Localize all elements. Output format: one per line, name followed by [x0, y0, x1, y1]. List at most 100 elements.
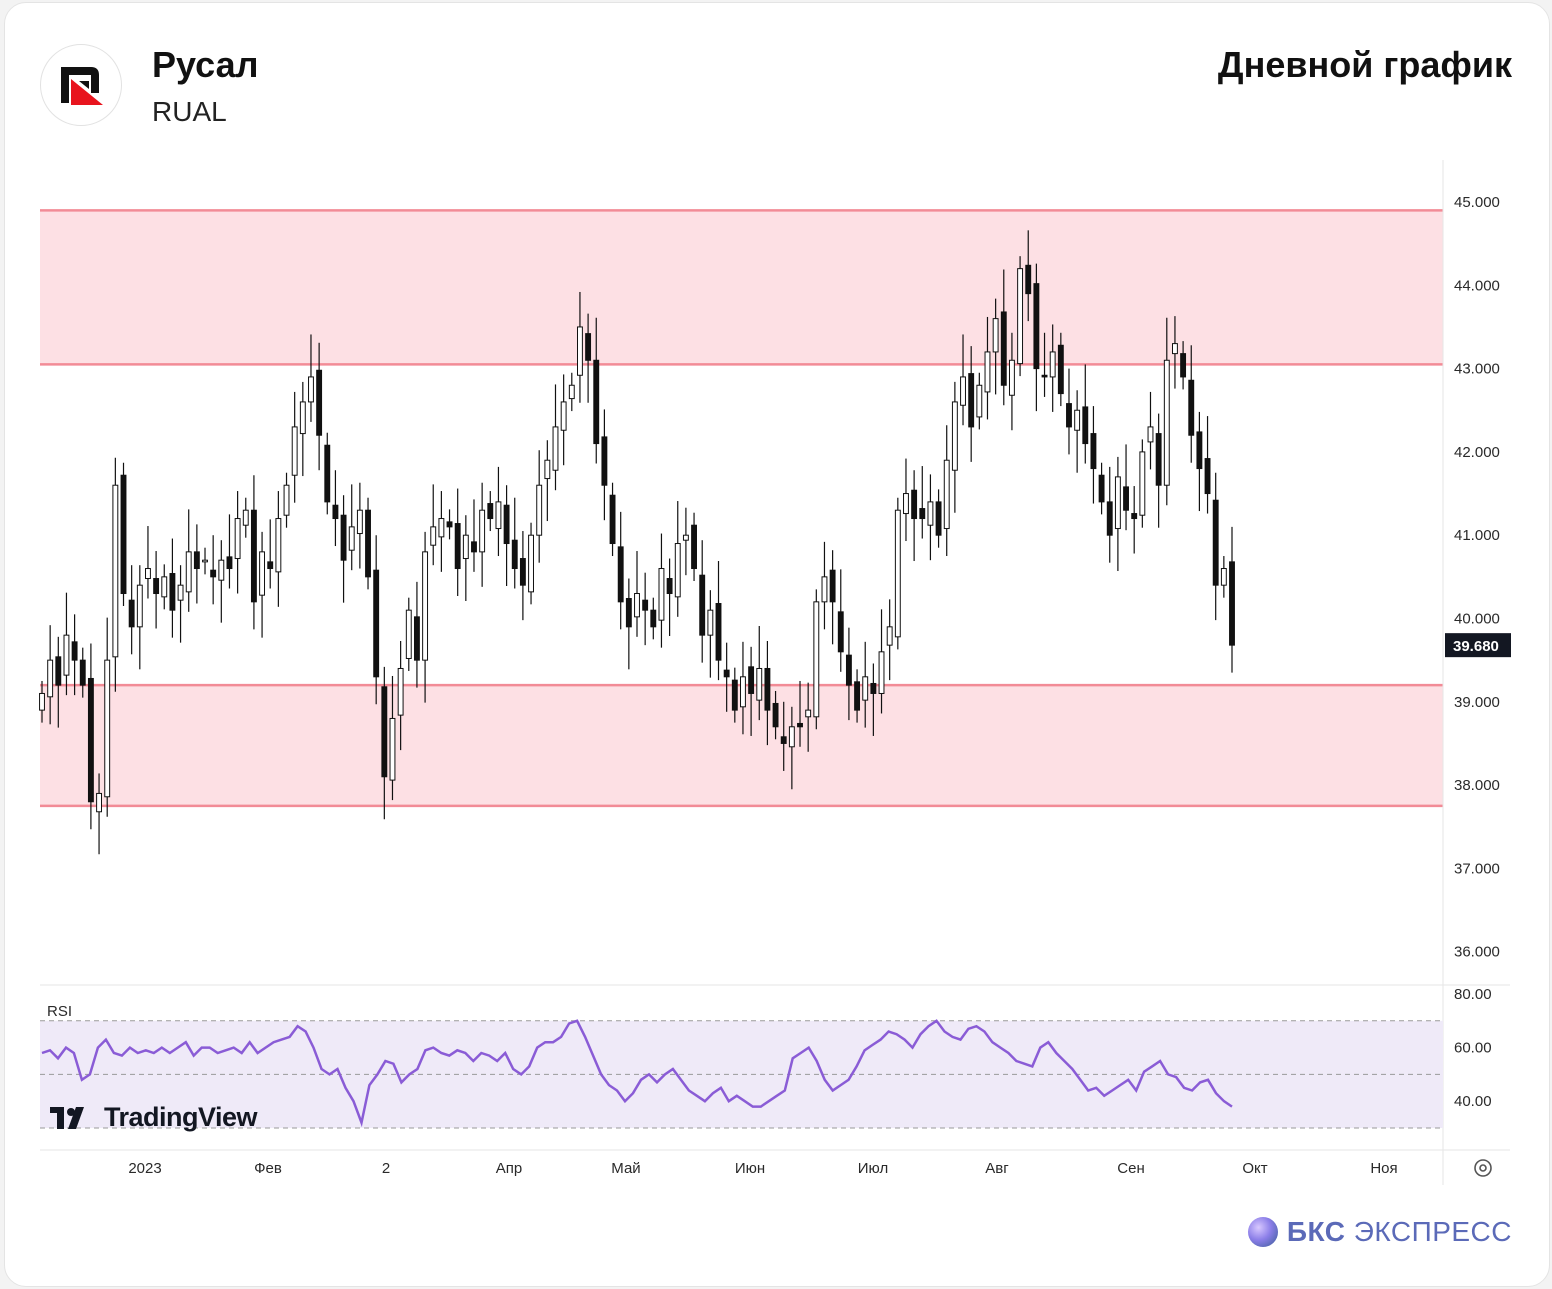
candle-body [650, 609, 657, 628]
candle-body [308, 376, 314, 403]
tradingview-icon [50, 1106, 84, 1129]
candle-body [593, 359, 600, 445]
zone-band-0 [40, 210, 1443, 365]
time-tick-label: Июн [735, 1160, 765, 1177]
candle-body [438, 518, 445, 538]
brand-text: БКС ЭКСПРЕСС [1286, 1216, 1512, 1247]
tradingview-wordmark: TradingView [104, 1102, 258, 1132]
candle-body [422, 551, 429, 661]
candle-body [128, 599, 135, 628]
price-tick-label: 37.000 [1454, 860, 1500, 877]
candle-body [552, 426, 559, 471]
candle-body [658, 568, 665, 621]
rsi-label: RSI [47, 1003, 72, 1020]
candle-body [943, 459, 950, 530]
candle-body [797, 722, 803, 728]
candle-body [748, 666, 755, 694]
candle-body [79, 659, 86, 686]
candle-body [169, 573, 176, 611]
candle-body [226, 556, 233, 570]
price-tick-label: 38.000 [1454, 777, 1500, 794]
candle-body [71, 641, 78, 661]
candle-body [764, 667, 771, 711]
time-tick-label: Ноя [1370, 1160, 1397, 1177]
candle-body [405, 609, 412, 659]
candle-body [960, 376, 966, 406]
candle-body [992, 318, 999, 353]
settings-gear-icon[interactable] [1474, 1159, 1492, 1177]
candle-body [259, 551, 266, 596]
candle-body [585, 333, 592, 361]
candle-body [177, 584, 184, 601]
candle-body [1139, 451, 1146, 516]
candle-body [218, 559, 225, 581]
candle-body [609, 494, 616, 545]
candle-body [136, 584, 143, 628]
candles-layer [39, 230, 1235, 855]
candle-body [1180, 353, 1187, 378]
candle-body [1098, 474, 1105, 503]
candle-body [299, 401, 306, 435]
candle-body [682, 534, 689, 541]
candle-body [788, 726, 795, 748]
time-tick-label: Июл [858, 1160, 888, 1177]
candle-body [642, 599, 649, 611]
candle-body [324, 444, 331, 503]
candle-body [870, 682, 877, 694]
time-tick-label: Авг [985, 1160, 1009, 1177]
candle-body [813, 601, 820, 718]
candle-body [1049, 351, 1056, 378]
candle-body [715, 603, 722, 661]
candle-body [389, 717, 396, 781]
candle-body [1074, 409, 1081, 431]
candle-body [854, 681, 861, 711]
candle-body [454, 523, 461, 570]
candle-body [185, 551, 192, 593]
price-tick-label: 44.000 [1454, 277, 1500, 294]
candle-body [666, 578, 673, 595]
time-tick-label: Май [611, 1160, 640, 1177]
candle-body [821, 576, 828, 603]
candle-body [756, 667, 763, 701]
candle-body [340, 514, 347, 561]
candle-body [145, 568, 151, 580]
chart-title: Дневной график [1217, 44, 1512, 85]
candle-body [601, 436, 608, 486]
candle-body [1220, 568, 1227, 586]
candle-body [47, 659, 54, 698]
candle-body [161, 576, 168, 598]
candle-body [291, 426, 298, 476]
candle-body [356, 509, 363, 535]
candle-body [536, 484, 543, 536]
bks-express-brand: БКС ЭКСПРЕСС [1247, 1212, 1512, 1252]
candle-body [234, 518, 241, 560]
candle-body [1057, 344, 1064, 395]
rusal-logo [40, 44, 122, 126]
candle-body [878, 651, 885, 694]
candle-body [1082, 406, 1089, 445]
candle-body [112, 484, 119, 658]
candle-body [1172, 343, 1178, 355]
candle-body [772, 702, 779, 728]
candle-body [927, 501, 934, 526]
rsi-tick-label: 80.00 [1454, 986, 1492, 1003]
candle-body [1196, 431, 1203, 470]
candle-body [1229, 561, 1235, 646]
price-tick-label: 36.000 [1454, 944, 1500, 961]
price-tick-label: 42.000 [1454, 444, 1500, 461]
candle-body [397, 667, 404, 716]
candle-body [903, 493, 909, 515]
candle-body [837, 611, 844, 653]
candle-body [430, 526, 437, 546]
candle-body [413, 616, 420, 661]
candle-body [1114, 476, 1121, 530]
rsi-tick-label: 40.00 [1454, 1093, 1492, 1110]
candle-body [267, 561, 274, 570]
candle-body [886, 626, 893, 646]
price-chart[interactable]: 45.000 44.000 43.000 42.000 41.000 40.000 39.0… [0, 0, 1552, 1200]
rsi-band [40, 1020, 1443, 1128]
candle-body [691, 524, 698, 570]
candle-body [332, 504, 339, 520]
candle-body [471, 541, 477, 553]
candle-body [634, 593, 640, 618]
